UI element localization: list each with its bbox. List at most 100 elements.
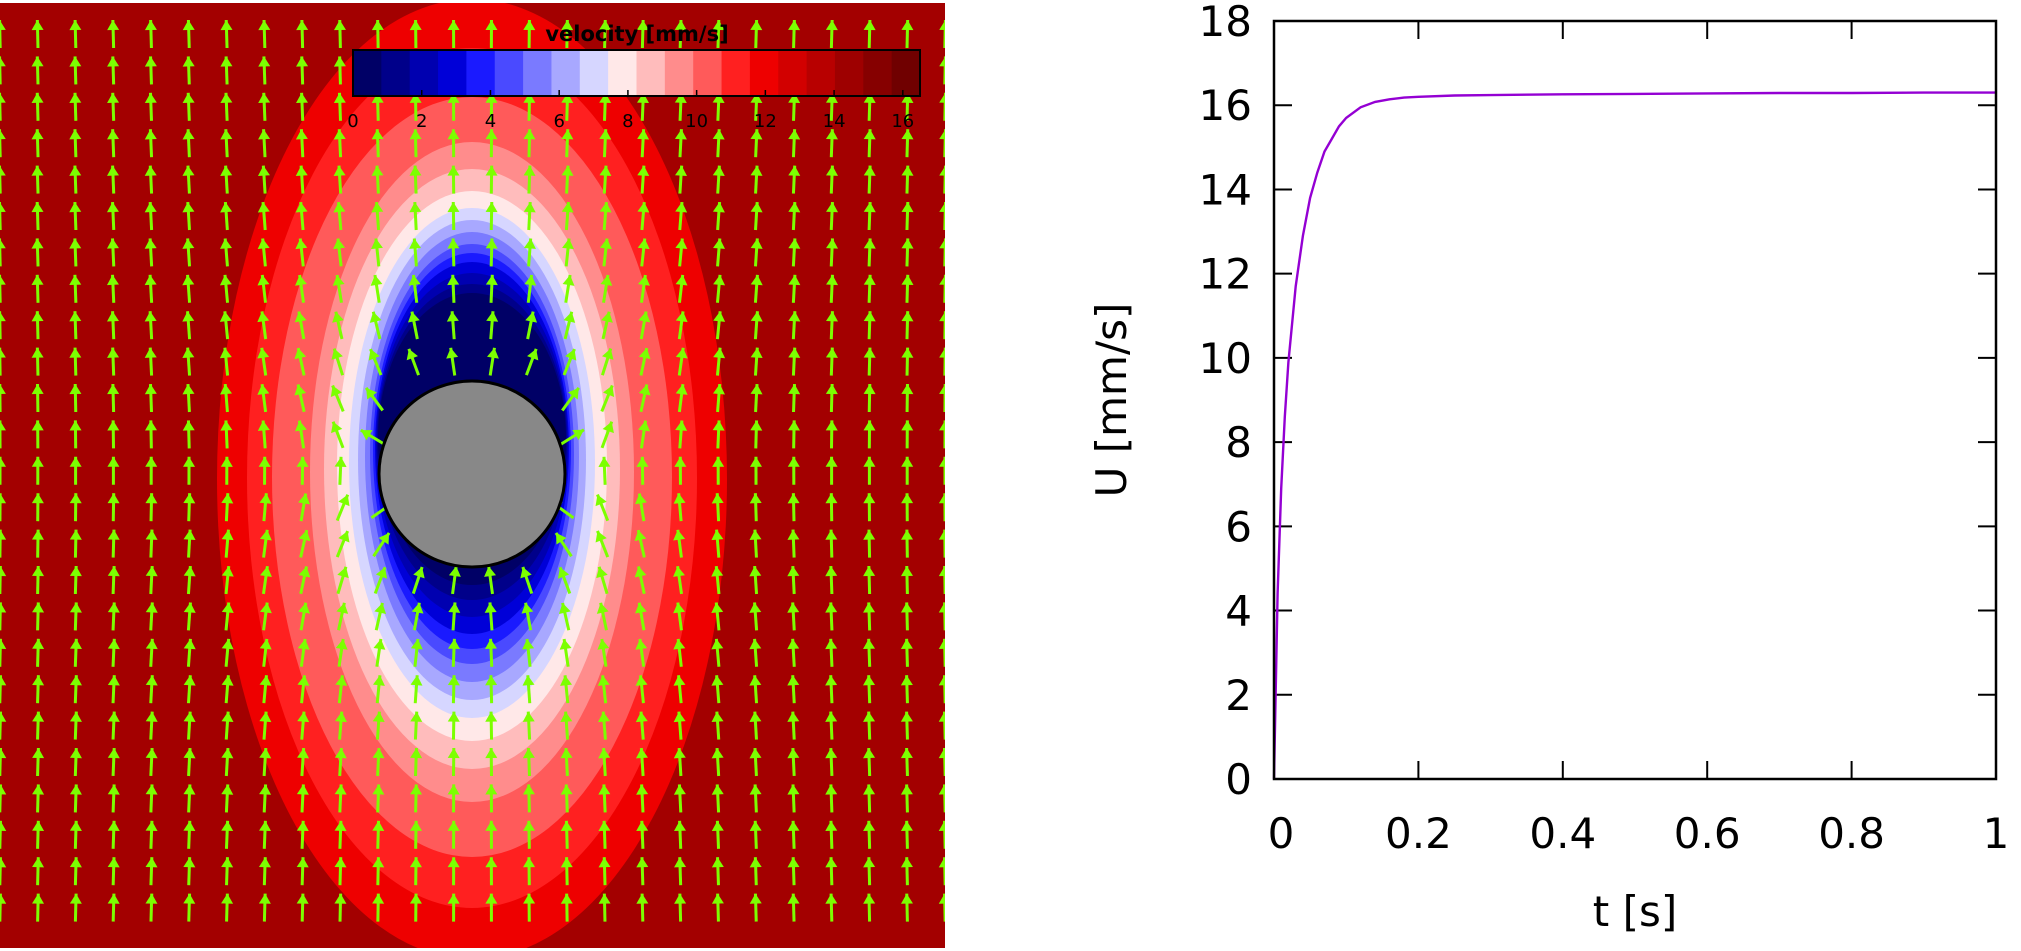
field-arrow-head-190 [260,566,272,577]
field-arrow-head-118 [145,675,158,686]
field-arrow-head-144 [183,711,196,722]
field-arrow-head-196 [259,784,272,795]
x-tick-label-0: 0 [1268,809,1295,858]
field-arrow-head-171 [221,784,234,795]
field-arrow-head-402 [598,893,611,904]
field-arrow-head-439 [675,420,688,431]
field-arrow-head-223 [296,857,309,868]
field-arrow-head-368 [557,567,570,579]
field-arrow-head-517 [787,529,800,540]
field-arrow-head-476 [711,857,724,868]
field-arrow-head-375 [560,820,573,831]
field-arrow-head-534 [826,238,839,249]
colorbar-tick-label-7: 14 [823,111,846,132]
field-arrow-head-411 [638,311,651,323]
field-arrow-head-451 [674,857,687,868]
colorbar-swatch-19 [891,50,921,96]
field-arrow-head-331 [485,820,498,831]
field-arrow-head-1 [0,57,6,67]
y-axis-label: U [mm/s] [1087,303,1136,498]
y-tick-label-0: 0 [1225,755,1252,804]
field-arrow-head-28 [31,129,44,140]
field-arrow-head-209 [294,348,307,360]
field-arrow-head-70 [69,748,82,759]
field-arrow-head-509 [788,238,801,249]
field-arrow-head-536 [826,311,839,322]
field-arrow-head-485 [750,274,763,286]
field-arrow-head-37 [31,456,44,467]
field-arrow-head-557 [863,165,876,176]
field-arrow-head-498 [749,748,762,759]
field-arrow-head-58 [69,311,82,322]
field-arrow-head-56 [69,238,82,249]
field-arrow-head-106 [144,238,157,249]
field-arrow-head-140 [183,566,196,577]
field-arrow-head-493 [749,566,762,577]
field-arrow-head-21 [0,784,7,795]
field-arrow-head-360 [562,238,575,250]
field-arrow-head-255 [371,202,384,213]
field-arrow-head-326 [484,638,497,650]
field-arrow-head-407 [637,165,650,177]
field-arrow-head-4 [0,166,6,176]
field-arrow-head-44 [32,711,45,722]
field-arrow-head-98 [107,857,120,868]
field-arrow-head-396 [597,675,610,686]
field-arrow-head-268 [372,711,385,723]
field-arrow-head-533 [826,202,839,213]
field-arrow-head-339 [523,202,536,213]
field-arrow-head-417 [634,530,647,542]
field-arrow-head-478 [750,20,763,31]
field-arrow-head-5 [0,202,6,212]
field-arrow-head-78 [107,129,120,140]
field-arrow-head-35 [31,384,44,395]
field-arrow-head-76 [107,56,120,67]
field-arrow-head-294 [447,20,460,31]
field-arrow-head-601 [900,857,913,868]
field-arrow-head-575 [863,820,876,831]
plot-frame [1272,19,1998,781]
field-arrow-head-7 [0,275,6,285]
colorbar-swatch-7 [551,50,581,96]
field-arrow-head-23 [0,857,7,868]
field-arrow-head-207 [295,274,307,286]
field-arrow-head-25 [31,20,44,31]
field-arrow-head-577 [863,893,876,904]
field-arrow-head-333 [485,893,498,904]
field-arrow-head-141 [183,602,196,613]
field-arrow-head-344 [520,567,532,579]
field-arrow-head-600 [900,820,913,831]
field-arrow-head-582 [901,165,914,176]
field-arrow-head-613 [939,384,945,394]
field-arrow-head-385 [600,275,613,286]
field-arrow-head-192 [259,638,272,650]
field-arrow-head-65 [69,566,82,577]
field-arrow-head-445 [673,638,686,650]
field-arrow-head-484 [750,238,763,249]
colorbar-swatch-15 [778,50,808,96]
field-arrow-head-15 [0,566,7,577]
field-arrow-head-422 [635,711,648,723]
field-arrow-head-515 [787,456,800,467]
colorbar-swatch-2 [409,50,439,96]
field-arrow-head-431 [674,129,687,140]
field-arrow-head-374 [560,784,573,795]
field-arrow-head-393 [596,566,608,579]
colorbar-swatch-16 [806,50,836,96]
field-arrow-head-550 [825,820,838,832]
field-arrow-head-38 [31,493,44,504]
field-arrow-head-383 [599,202,612,213]
field-arrow-head-20 [0,748,7,759]
field-arrow-head-74 [69,893,82,904]
field-arrow-head-354 [561,20,574,31]
field-arrow-head-386 [601,311,613,323]
field-arrow-head-126 [182,56,195,67]
field-arrow-head-194 [259,711,272,723]
field-arrow-head-94 [107,711,120,722]
field-arrow-head-364 [568,387,579,400]
field-arrow-head-591 [901,493,914,504]
field-arrow-head-71 [69,784,82,795]
field-arrow-head-496 [749,675,762,686]
field-arrow-head-29 [31,165,44,176]
field-arrow-head-474 [711,784,724,795]
